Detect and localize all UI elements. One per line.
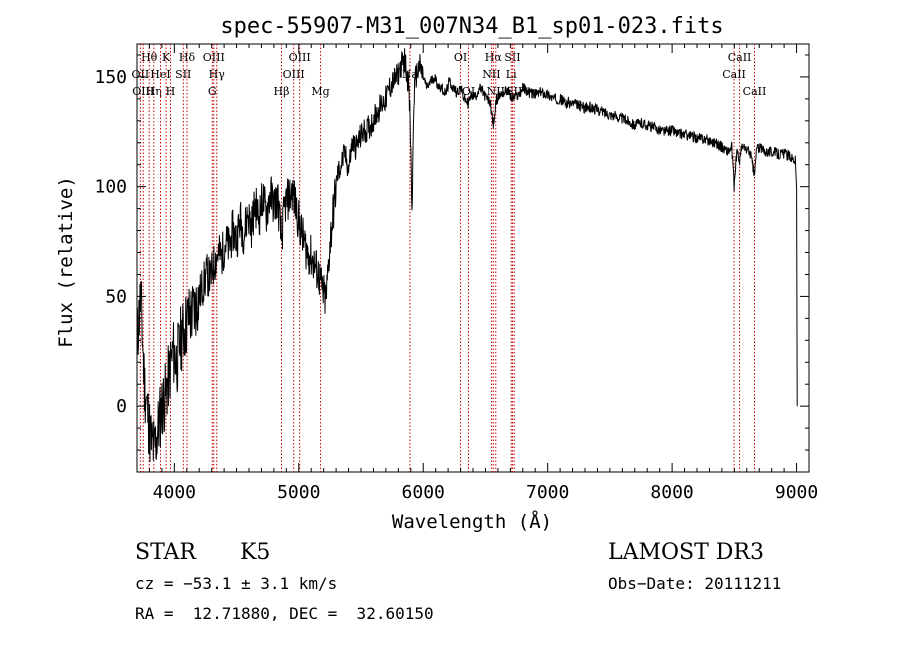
axes: 4000 5000 6000 7000 8000 9000 0 50 100 150 [94,44,818,503]
line-label-11: G [208,85,217,98]
y-axis-label: Flux (relative) [55,176,77,348]
object-subclass: K5 [240,540,271,565]
object-class: STAR [135,540,196,565]
observation-date: Obs−Date: 20111211 [608,574,782,593]
x-tick-label-1: 5000 [277,482,320,503]
line-label-7: SII [175,68,191,81]
x-tick-label-3: 7000 [526,482,569,503]
line-label-10: Hγ [209,68,226,81]
coordinates: RA = 12.71880, DEC = 32.60150 [135,604,434,623]
line-label-6: H [166,85,176,98]
line-label-14: OIII [289,51,311,64]
redshift-velocity: cz = −53.1 ± 3.1 km/s [135,574,338,593]
line-label-12: Hβ [274,85,290,98]
x-tick-label-4: 8000 [650,482,693,503]
line-label-20: NII [482,68,500,81]
survey-name: LAMOST DR3 [608,540,764,565]
line-label-3: Hη [146,85,162,98]
line-label-5: K [162,51,171,64]
y-tick-label-3: 150 [94,67,127,88]
line-label-0: Hθ [141,51,158,64]
line-label-8: Hδ [179,51,196,64]
line-label-25: CaII [728,51,752,64]
line-label-13: OIII [283,68,305,81]
y-tick-label-2: 100 [94,177,127,198]
x-tick-label-5: 9000 [775,482,818,503]
x-axis-label: Wavelength (Å) [392,510,552,533]
line-label-23: Li [506,68,517,81]
spectrum-line [136,48,798,463]
line-label-26: CaII [722,68,746,81]
y-tick-label-1: 50 [105,286,127,307]
chart-title: spec-55907-M31_007N34_B1_sp01-023.fits [220,14,723,39]
line-label-1: OII [132,68,150,81]
line-label-15: Mg [311,85,329,98]
line-label-17: OI [454,51,467,64]
x-tick-label-2: 6000 [402,482,445,503]
spectrum [136,48,798,463]
line-label-9: OIII [203,51,225,64]
x-tick-label-0: 4000 [153,482,196,503]
y-tick-label-0: 0 [116,396,127,417]
plot-frame [136,43,810,473]
line-label-27: CaII [743,85,767,98]
line-label-2: OIII [132,85,154,98]
line-label-4: HeI [150,68,170,81]
line-label-22: SII [504,51,520,64]
line-label-19: Hα [485,51,503,64]
